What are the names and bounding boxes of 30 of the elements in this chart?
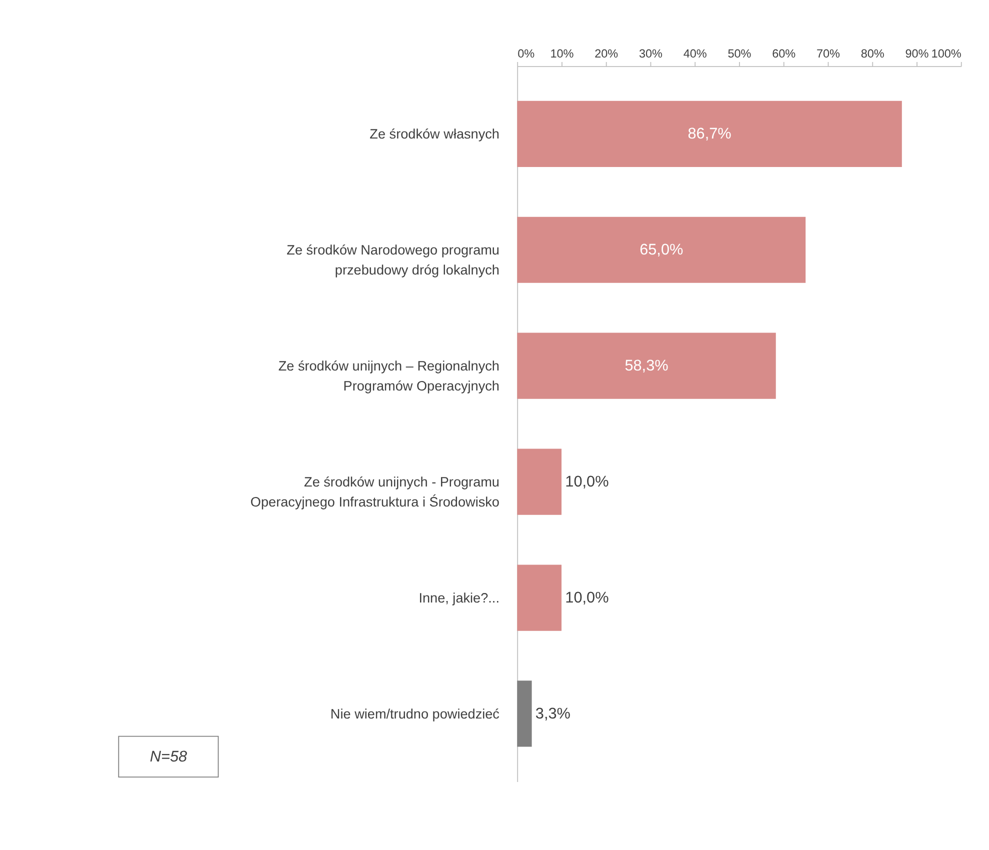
x-tick-label: 100%	[931, 47, 962, 60]
x-tick-label: 40%	[683, 47, 708, 60]
bar	[517, 448, 562, 515]
bar	[517, 216, 806, 283]
x-tick-label: 90%	[905, 47, 930, 60]
x-tick-label: 30%	[638, 47, 664, 60]
data-label: 10,0%	[565, 589, 610, 606]
bar	[517, 332, 776, 399]
data-label: 3,3%	[535, 705, 571, 722]
x-tick-label: 80%	[860, 47, 885, 60]
x-tick-label: 70%	[816, 47, 841, 60]
y-tick-label: Ze środków Narodowego programu przebudowy dróg lokalnych	[286, 242, 500, 278]
x-tick-label: 60%	[772, 47, 796, 60]
data-label: 10,0%	[565, 473, 610, 490]
y-tick-label: Ze środków własnych	[370, 126, 500, 142]
data-label: 86,7%	[688, 125, 732, 142]
x-tick-label: 20%	[594, 47, 619, 60]
data-label: 65,0%	[640, 241, 684, 258]
y-tick-label: Ze środków unijnych - Programu Operacyjnego Infrastruktura i Środowisko	[250, 474, 500, 510]
x-tick-label: 10%	[550, 47, 574, 60]
x-tick-label: 50%	[728, 47, 752, 60]
data-label: 58,3%	[624, 357, 669, 374]
bar	[517, 564, 562, 631]
y-tick-label: Inne, jakie?...	[418, 590, 500, 606]
text: N=58	[150, 748, 188, 766]
y-tick-label: Ze środków unijnych – Regionalnych Programów Operacyjnych	[278, 358, 500, 394]
bar	[517, 100, 902, 167]
x-tick-label: 0%	[518, 47, 536, 60]
bar	[517, 680, 532, 747]
y-tick-label: Nie wiem/trudno powiedzieć	[330, 706, 500, 722]
